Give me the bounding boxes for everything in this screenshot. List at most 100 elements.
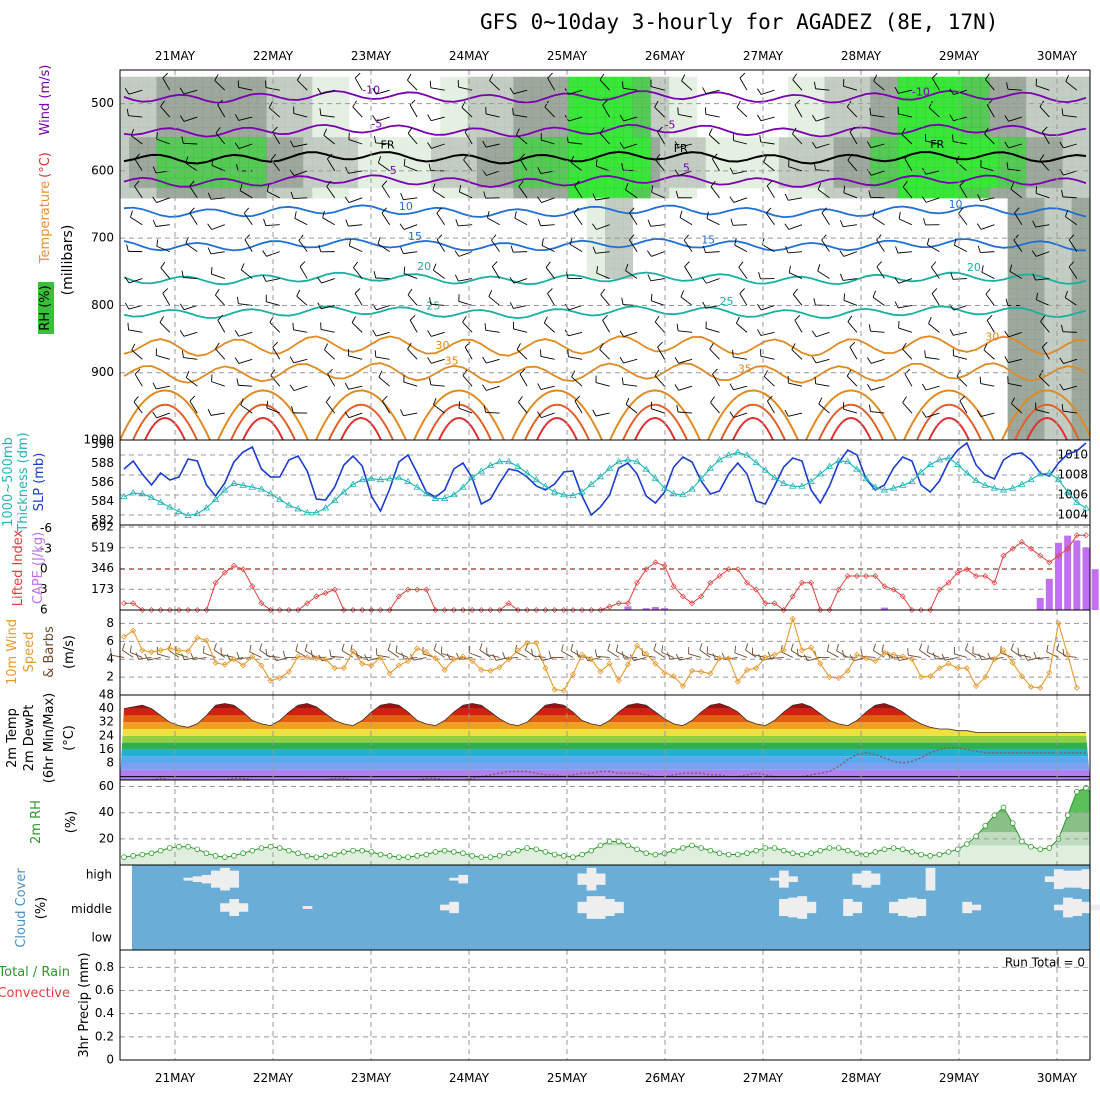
wind-barb: [486, 358, 500, 364]
rh-shading: [842, 157, 853, 169]
rh-shading: [476, 157, 487, 169]
wind-barb-flag: [459, 184, 462, 192]
rh-shading: [906, 177, 917, 189]
rh-shading: [788, 117, 798, 128]
li-point: [221, 569, 228, 576]
cloud-bar-middle: [852, 901, 863, 914]
wind-barb-flag: [655, 154, 661, 161]
li-point: [826, 607, 833, 613]
isotherm-label: 15: [408, 230, 422, 243]
wind-barb-flag: [866, 383, 872, 391]
rh-shading: [476, 147, 487, 159]
wind-speed-point: [1009, 659, 1016, 666]
rh-shading: [348, 137, 359, 148]
li-point: [212, 579, 219, 586]
wind-barb-flag: [407, 342, 412, 350]
wind-barb-flag: [976, 223, 982, 230]
rh-shading: [1016, 288, 1027, 300]
thickness-point: [495, 457, 504, 465]
rh-plot-area: [120, 785, 1090, 865]
rh-shading: [229, 177, 240, 189]
wind-barb-flag: [976, 410, 982, 417]
wind-barb-flag: [956, 370, 961, 377]
wind-barb-flag: [1010, 643, 1014, 651]
surface-heat-contour: [634, 417, 676, 440]
rh-shading: [531, 187, 542, 199]
rh-point: [249, 847, 256, 854]
rh-shading: [193, 147, 203, 159]
rh-shading: [458, 76, 469, 88]
rh-shading: [888, 137, 899, 148]
rh-shading: [220, 147, 231, 159]
wind-barb-flag: [811, 330, 817, 338]
cloud-bar-high: [458, 874, 469, 884]
thickness-point: [1082, 504, 1090, 511]
rh-shading: [1062, 197, 1073, 209]
rh-shading: [440, 187, 451, 199]
rh-shading: [147, 177, 158, 189]
rh-shading: [321, 137, 332, 148]
rh-shading: [897, 117, 908, 128]
wind-barb-flag: [133, 396, 139, 403]
wind-barb: [541, 139, 555, 145]
rh-shading: [1035, 268, 1045, 280]
rh-point: [1037, 846, 1043, 853]
rh-shading: [284, 147, 295, 159]
wind-barb: [899, 656, 913, 662]
rh-shading: [1044, 197, 1054, 209]
rh-shading: [1071, 117, 1082, 128]
wind-barb-flag: [482, 384, 487, 391]
wind-barb: [788, 382, 803, 387]
rh-shading: [614, 96, 624, 108]
wind-barb: [128, 89, 143, 95]
rh-shading: [998, 76, 1009, 88]
rh-shading: [687, 167, 698, 179]
rh-shading: [513, 76, 524, 88]
rh-shading: [614, 268, 624, 280]
rh-shading: [687, 187, 698, 199]
wind-barb-flag: [373, 271, 377, 279]
rh-point: [267, 843, 274, 850]
rh-shading: [275, 167, 286, 179]
rh-shading: [852, 127, 862, 138]
rh-shading: [476, 127, 487, 138]
wind-barb-flag: [456, 652, 460, 660]
rh-shading: [257, 177, 268, 189]
date-label-top: 21MAY: [155, 49, 196, 63]
rh-shading: [623, 107, 634, 118]
rh-shading: [257, 187, 268, 199]
rh-shading: [1080, 429, 1090, 440]
rh2m-axis-label: 2m RH: [29, 800, 44, 844]
li-point: [1064, 545, 1071, 552]
wind-barb-flag: [353, 261, 358, 268]
rh-shading: [229, 157, 240, 169]
wind-speed-point: [963, 665, 970, 672]
rh-shading: [1062, 167, 1073, 179]
wind-barb: [489, 80, 500, 91]
wind-barb-flag: [709, 342, 714, 350]
rh-shading: [650, 127, 661, 138]
wind-barb-flag: [814, 376, 817, 384]
wind-barb-flag: [492, 261, 498, 267]
wind-barb: [491, 239, 501, 252]
rh-shading: [357, 137, 368, 148]
rh-shading: [238, 117, 249, 128]
wind-barb: [266, 407, 280, 414]
rh-shading: [357, 157, 368, 169]
wind-barb: [870, 196, 885, 199]
rh-shading: [842, 117, 853, 128]
wind-barb-flag: [712, 368, 718, 375]
wind-barb: [815, 143, 830, 149]
wind-barb: [488, 296, 500, 306]
wind-barb: [462, 321, 473, 333]
wind-barb-flag: [821, 234, 827, 241]
rh-shading: [989, 86, 1000, 98]
wind-barb-flag: [796, 648, 799, 656]
rh-shading: [211, 157, 222, 169]
wind-barb: [294, 217, 308, 226]
surface-heat-contour: [609, 389, 701, 440]
wind-barb: [843, 278, 858, 281]
rh-shading: [1071, 137, 1082, 148]
